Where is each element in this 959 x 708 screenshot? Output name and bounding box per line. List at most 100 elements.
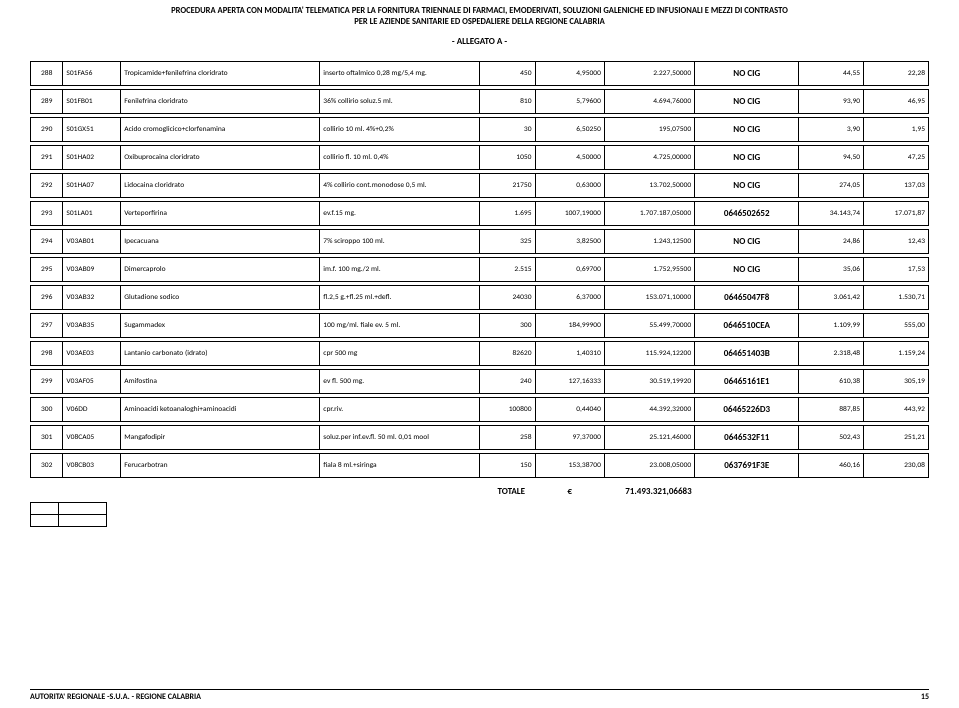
cell-cig: 0646510CEA xyxy=(695,314,799,338)
cell-num: 300 xyxy=(31,398,63,422)
footer-authority: AUTORITA' REGIONALE -S.U.A. - REGIONE CA… xyxy=(30,692,201,702)
cell-num: 289 xyxy=(31,90,63,114)
cell-price-total: 55.499,70000 xyxy=(604,314,694,338)
cell-price-total: 13.702,50000 xyxy=(604,174,694,198)
cell-dosage: ev fl. 500 mg. xyxy=(320,370,480,394)
cell-price-total: 44.392,32000 xyxy=(604,398,694,422)
cell-qty: 258 xyxy=(479,426,535,450)
cell-code: V03AB01 xyxy=(63,230,121,254)
cell-num: 298 xyxy=(31,342,63,366)
cell-code: S01LA01 xyxy=(63,202,121,226)
cell-price-total: 153.071,10000 xyxy=(604,286,694,310)
cell-cig: NO CIG xyxy=(695,146,799,170)
cell-qty: 1.695 xyxy=(479,202,535,226)
cell-desc: Ipecacuana xyxy=(121,230,320,254)
cell-price-unit: 3,82500 xyxy=(535,230,604,254)
cell-desc: Glutadione sodico xyxy=(121,286,320,310)
cell-code: V03AF05 xyxy=(63,370,121,394)
cell-num: 295 xyxy=(31,258,63,282)
cell-dosage: collirio fl. 10 ml. 0,4% xyxy=(320,146,480,170)
cell-cig: 06465226D3 xyxy=(695,398,799,422)
table-row: 292S01HA07Lidocaina cloridrato4% colliri… xyxy=(31,174,929,198)
cell-cig: 06465047F8 xyxy=(695,286,799,310)
cell-val2: 305,19 xyxy=(864,370,929,394)
cell-val1: 502,43 xyxy=(799,426,864,450)
table-row: 299V03AF05Amifostinaev fl. 500 mg.240127… xyxy=(31,370,929,394)
cell-val1: 94,50 xyxy=(799,146,864,170)
cell-cig: 0646532F11 xyxy=(695,426,799,450)
cell-cig: NO CIG xyxy=(695,230,799,254)
cell-dosage: cpr 500 mg xyxy=(320,342,480,366)
cell-val1: 274,05 xyxy=(799,174,864,198)
cell-qty: 2.515 xyxy=(479,258,535,282)
cell-code: S01HA02 xyxy=(63,146,121,170)
cell-price-total: 195,07500 xyxy=(604,118,694,142)
cell-num: 294 xyxy=(31,230,63,254)
page-header: PROCEDURA APERTA CON MODALITA' TELEMATIC… xyxy=(0,0,959,30)
cell-dosage: fl.2,5 g.+fl.25 ml.+defl. xyxy=(320,286,480,310)
cell-qty: 21750 xyxy=(479,174,535,198)
data-table-container: 288S01FA56Tropicamide+fenilefrina clorid… xyxy=(0,61,959,503)
cell-code: S01FB01 xyxy=(63,90,121,114)
cell-val2: 12,43 xyxy=(864,230,929,254)
cell-price-unit: 1,40310 xyxy=(535,342,604,366)
cell-val1: 93,90 xyxy=(799,90,864,114)
cell-dosage: cpr.riv. xyxy=(320,398,480,422)
cell-desc: Fenilefrina cloridrato xyxy=(121,90,320,114)
cell-desc: Oxibuprocaina cloridrato xyxy=(121,146,320,170)
cell-cig: NO CIG xyxy=(695,174,799,198)
table-row: 290S01GX51Acido cromoglicico+clorfenamin… xyxy=(31,118,929,142)
cell-cig: NO CIG xyxy=(695,62,799,86)
cell-code: S01FA56 xyxy=(63,62,121,86)
cell-price-unit: 4,50000 xyxy=(535,146,604,170)
cell-dosage: 36% collirio soluz.5 ml. xyxy=(320,90,480,114)
cell-dosage: 7% sciroppo 100 ml. xyxy=(320,230,480,254)
cell-dosage: collirio 10 ml. 4%+0,2% xyxy=(320,118,480,142)
cell-code: V06DD xyxy=(63,398,121,422)
cell-val1: 460,16 xyxy=(799,454,864,478)
cell-val2: 1,95 xyxy=(864,118,929,142)
cell-price-total: 1.752,95500 xyxy=(604,258,694,282)
cell-code: V08CB03 xyxy=(63,454,121,478)
cell-code: V03AB09 xyxy=(63,258,121,282)
cell-val2: 443,92 xyxy=(864,398,929,422)
cell-price-unit: 153,38700 xyxy=(535,454,604,478)
cell-val2: 1.530,71 xyxy=(864,286,929,310)
cell-val1: 2.318,48 xyxy=(799,342,864,366)
cell-dosage: 4% collirio cont.monodose 0,5 ml. xyxy=(320,174,480,198)
cell-cig: NO CIG xyxy=(695,258,799,282)
cell-price-unit: 0,69700 xyxy=(535,258,604,282)
cell-num: 299 xyxy=(31,370,63,394)
cell-qty: 24030 xyxy=(479,286,535,310)
cell-price-unit: 0,63000 xyxy=(535,174,604,198)
table-row: 298V03AE03Lantanio carbonato (idrato)cpr… xyxy=(31,342,929,366)
cell-num: 297 xyxy=(31,314,63,338)
cell-qty: 150 xyxy=(479,454,535,478)
table-row: 295V03AB09Dimercaproloim.f. 100 mg./2 ml… xyxy=(31,258,929,282)
cell-val2: 22,28 xyxy=(864,62,929,86)
cell-price-total: 115.924,12200 xyxy=(604,342,694,366)
cell-val1: 35,06 xyxy=(799,258,864,282)
cell-price-unit: 127,16333 xyxy=(535,370,604,394)
cell-val2: 17.071,87 xyxy=(864,202,929,226)
cell-price-unit: 5,79600 xyxy=(535,90,604,114)
cell-price-total: 1.243,12500 xyxy=(604,230,694,254)
cell-price-total: 25.121,46000 xyxy=(604,426,694,450)
cell-price-total: 4.725,00000 xyxy=(604,146,694,170)
cell-val1: 1.109,99 xyxy=(799,314,864,338)
cell-val1: 3.061,42 xyxy=(799,286,864,310)
cell-price-total: 4.694,76000 xyxy=(604,90,694,114)
cell-code: V08CA05 xyxy=(63,426,121,450)
cell-price-unit: 6,37000 xyxy=(535,286,604,310)
cell-code: S01GX51 xyxy=(63,118,121,142)
cell-qty: 100800 xyxy=(479,398,535,422)
cell-val1: 3,90 xyxy=(799,118,864,142)
cell-price-total: 23.008,05000 xyxy=(604,454,694,478)
cell-val2: 137,03 xyxy=(864,174,929,198)
cell-price-unit: 1007,19000 xyxy=(535,202,604,226)
cell-price-total: 30.519,19920 xyxy=(604,370,694,394)
cell-desc: Lantanio carbonato (idrato) xyxy=(121,342,320,366)
cell-desc: Acido cromoglicico+clorfenamina xyxy=(121,118,320,142)
cell-desc: Sugammadex xyxy=(121,314,320,338)
table-row: 300V06DDAminoacidi ketoanaloghi+aminoaci… xyxy=(31,398,929,422)
